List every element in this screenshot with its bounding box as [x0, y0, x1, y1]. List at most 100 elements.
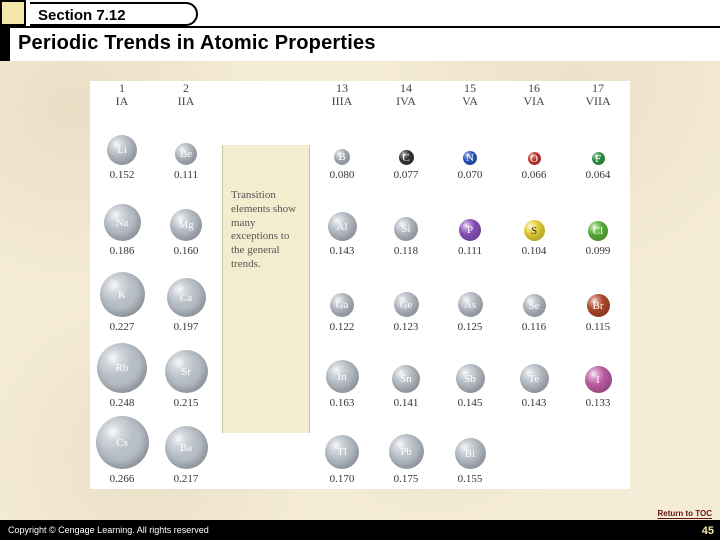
element-sphere: Na: [104, 204, 141, 241]
radius-row: 0.2480.2150.1630.1410.1450.1430.133: [90, 395, 630, 413]
element-sphere: Te: [520, 364, 549, 393]
radius-value: 0.143: [502, 395, 566, 413]
top-bar: Section 7.12: [0, 0, 720, 28]
radius-value: 0.070: [438, 167, 502, 185]
element-sphere: F: [592, 152, 605, 165]
element-sphere: In: [326, 360, 359, 393]
element-sphere: Ga: [330, 293, 354, 317]
element-cell: O: [502, 109, 566, 167]
element-cell: In: [310, 337, 374, 395]
element-cell: As: [438, 261, 502, 319]
element-row: Rb Sr In Sn Sb Te I: [90, 337, 630, 395]
element-cell: C: [374, 109, 438, 167]
element-cell: S: [502, 185, 566, 243]
element-sphere: O: [528, 152, 541, 165]
radius-row: 0.1520.1110.0800.0770.0700.0660.064: [90, 167, 630, 185]
radius-row: 0.2270.1970.1220.1230.1250.1160.115: [90, 319, 630, 337]
element-cell: [502, 413, 566, 471]
return-toc-link[interactable]: Return to TOC: [657, 509, 712, 518]
element-cell: Li: [90, 109, 154, 167]
element-cell: Sn: [374, 337, 438, 395]
copyright-text: Copyright © Cengage Learning. All rights…: [8, 525, 209, 535]
element-cell: Sr: [154, 337, 218, 395]
element-cell: P: [438, 185, 502, 243]
element-cell: Cl: [566, 185, 630, 243]
radius-value: 0.122: [310, 319, 374, 337]
element-cell: Al: [310, 185, 374, 243]
radius-value: 0.217: [154, 471, 218, 489]
element-row: Na Mg Al Si P S Cl: [90, 185, 630, 243]
element-row: Li Be B C N O F: [90, 109, 630, 167]
group-roman: VA: [438, 94, 502, 109]
element-cell: Ba: [154, 413, 218, 471]
element-sphere: Bi: [455, 438, 486, 469]
element-sphere: Sb: [456, 364, 485, 393]
element-sphere: Pb: [389, 434, 424, 469]
element-cell: B: [310, 109, 374, 167]
element-sphere: As: [458, 292, 483, 317]
element-cell: Bi: [438, 413, 502, 471]
radius-value: 0.064: [566, 167, 630, 185]
element-cell: Te: [502, 337, 566, 395]
element-cell: Rb: [90, 337, 154, 395]
group-roman: IVA: [374, 94, 438, 109]
title-band: Periodic Trends in Atomic Properties: [0, 28, 720, 61]
element-sphere: I: [585, 366, 612, 393]
radius-value: 0.143: [310, 243, 374, 261]
element-sphere: P: [459, 219, 481, 241]
element-sphere: Br: [587, 294, 610, 317]
element-sphere: Be: [175, 143, 197, 165]
radius-value: 0.099: [566, 243, 630, 261]
element-sphere: Tl: [325, 435, 359, 469]
radius-value: 0.175: [374, 471, 438, 489]
page-number: 45: [702, 525, 714, 537]
radius-value: 0.170: [310, 471, 374, 489]
element-sphere: Se: [523, 294, 546, 317]
element-cell: K: [90, 261, 154, 319]
element-sphere: Al: [328, 212, 357, 241]
element-cell: N: [438, 109, 502, 167]
element-sphere: Ge: [394, 292, 419, 317]
element-cell: Sb: [438, 337, 502, 395]
radius-value: 0.111: [154, 167, 218, 185]
radius-value: 0.133: [566, 395, 630, 413]
radius-value: 0.116: [502, 319, 566, 337]
element-sphere: Mg: [170, 209, 202, 241]
element-cell: I: [566, 337, 630, 395]
radius-value: 0.077: [374, 167, 438, 185]
radius-value: 0.227: [90, 319, 154, 337]
group-roman-row: IAIIAIIIAIVAVAVIAVIIA: [90, 96, 630, 109]
element-sphere: Cl: [588, 221, 608, 241]
element-sphere: C: [399, 150, 414, 165]
radius-value: 0.104: [502, 243, 566, 261]
element-row: Cs Ba Tl Pb Bi: [90, 413, 630, 471]
radius-value: 0.141: [374, 395, 438, 413]
footer-bar: Copyright © Cengage Learning. All rights…: [0, 520, 720, 540]
element-cell: Ca: [154, 261, 218, 319]
radius-value: 0.155: [438, 471, 502, 489]
element-row: KCa Ga Ge As Se Br: [90, 261, 630, 319]
element-cell: Tl: [310, 413, 374, 471]
element-cell: [566, 413, 630, 471]
element-sphere: N: [463, 151, 477, 165]
element-sphere: S: [524, 220, 545, 241]
group-roman: IIA: [154, 94, 218, 109]
element-sphere: Si: [394, 217, 418, 241]
group-roman: IA: [90, 94, 154, 109]
radius-value: [566, 471, 630, 489]
radius-value: 0.066: [502, 167, 566, 185]
radius-value: [502, 471, 566, 489]
radius-value: 0.123: [374, 319, 438, 337]
radius-value: 0.080: [310, 167, 374, 185]
element-cell: Mg: [154, 185, 218, 243]
group-roman: VIIA: [566, 94, 630, 109]
radius-value: 0.197: [154, 319, 218, 337]
element-cell: Cs: [90, 413, 154, 471]
radius-value: 0.248: [90, 395, 154, 413]
periodic-figure: Transition elements show many exceptions…: [90, 81, 630, 489]
element-sphere: Ba: [165, 426, 208, 469]
radius-value: 0.160: [154, 243, 218, 261]
section-tab: Section 7.12: [30, 2, 198, 26]
element-sphere: Cs: [96, 416, 149, 469]
element-sphere: Sr: [165, 350, 208, 393]
